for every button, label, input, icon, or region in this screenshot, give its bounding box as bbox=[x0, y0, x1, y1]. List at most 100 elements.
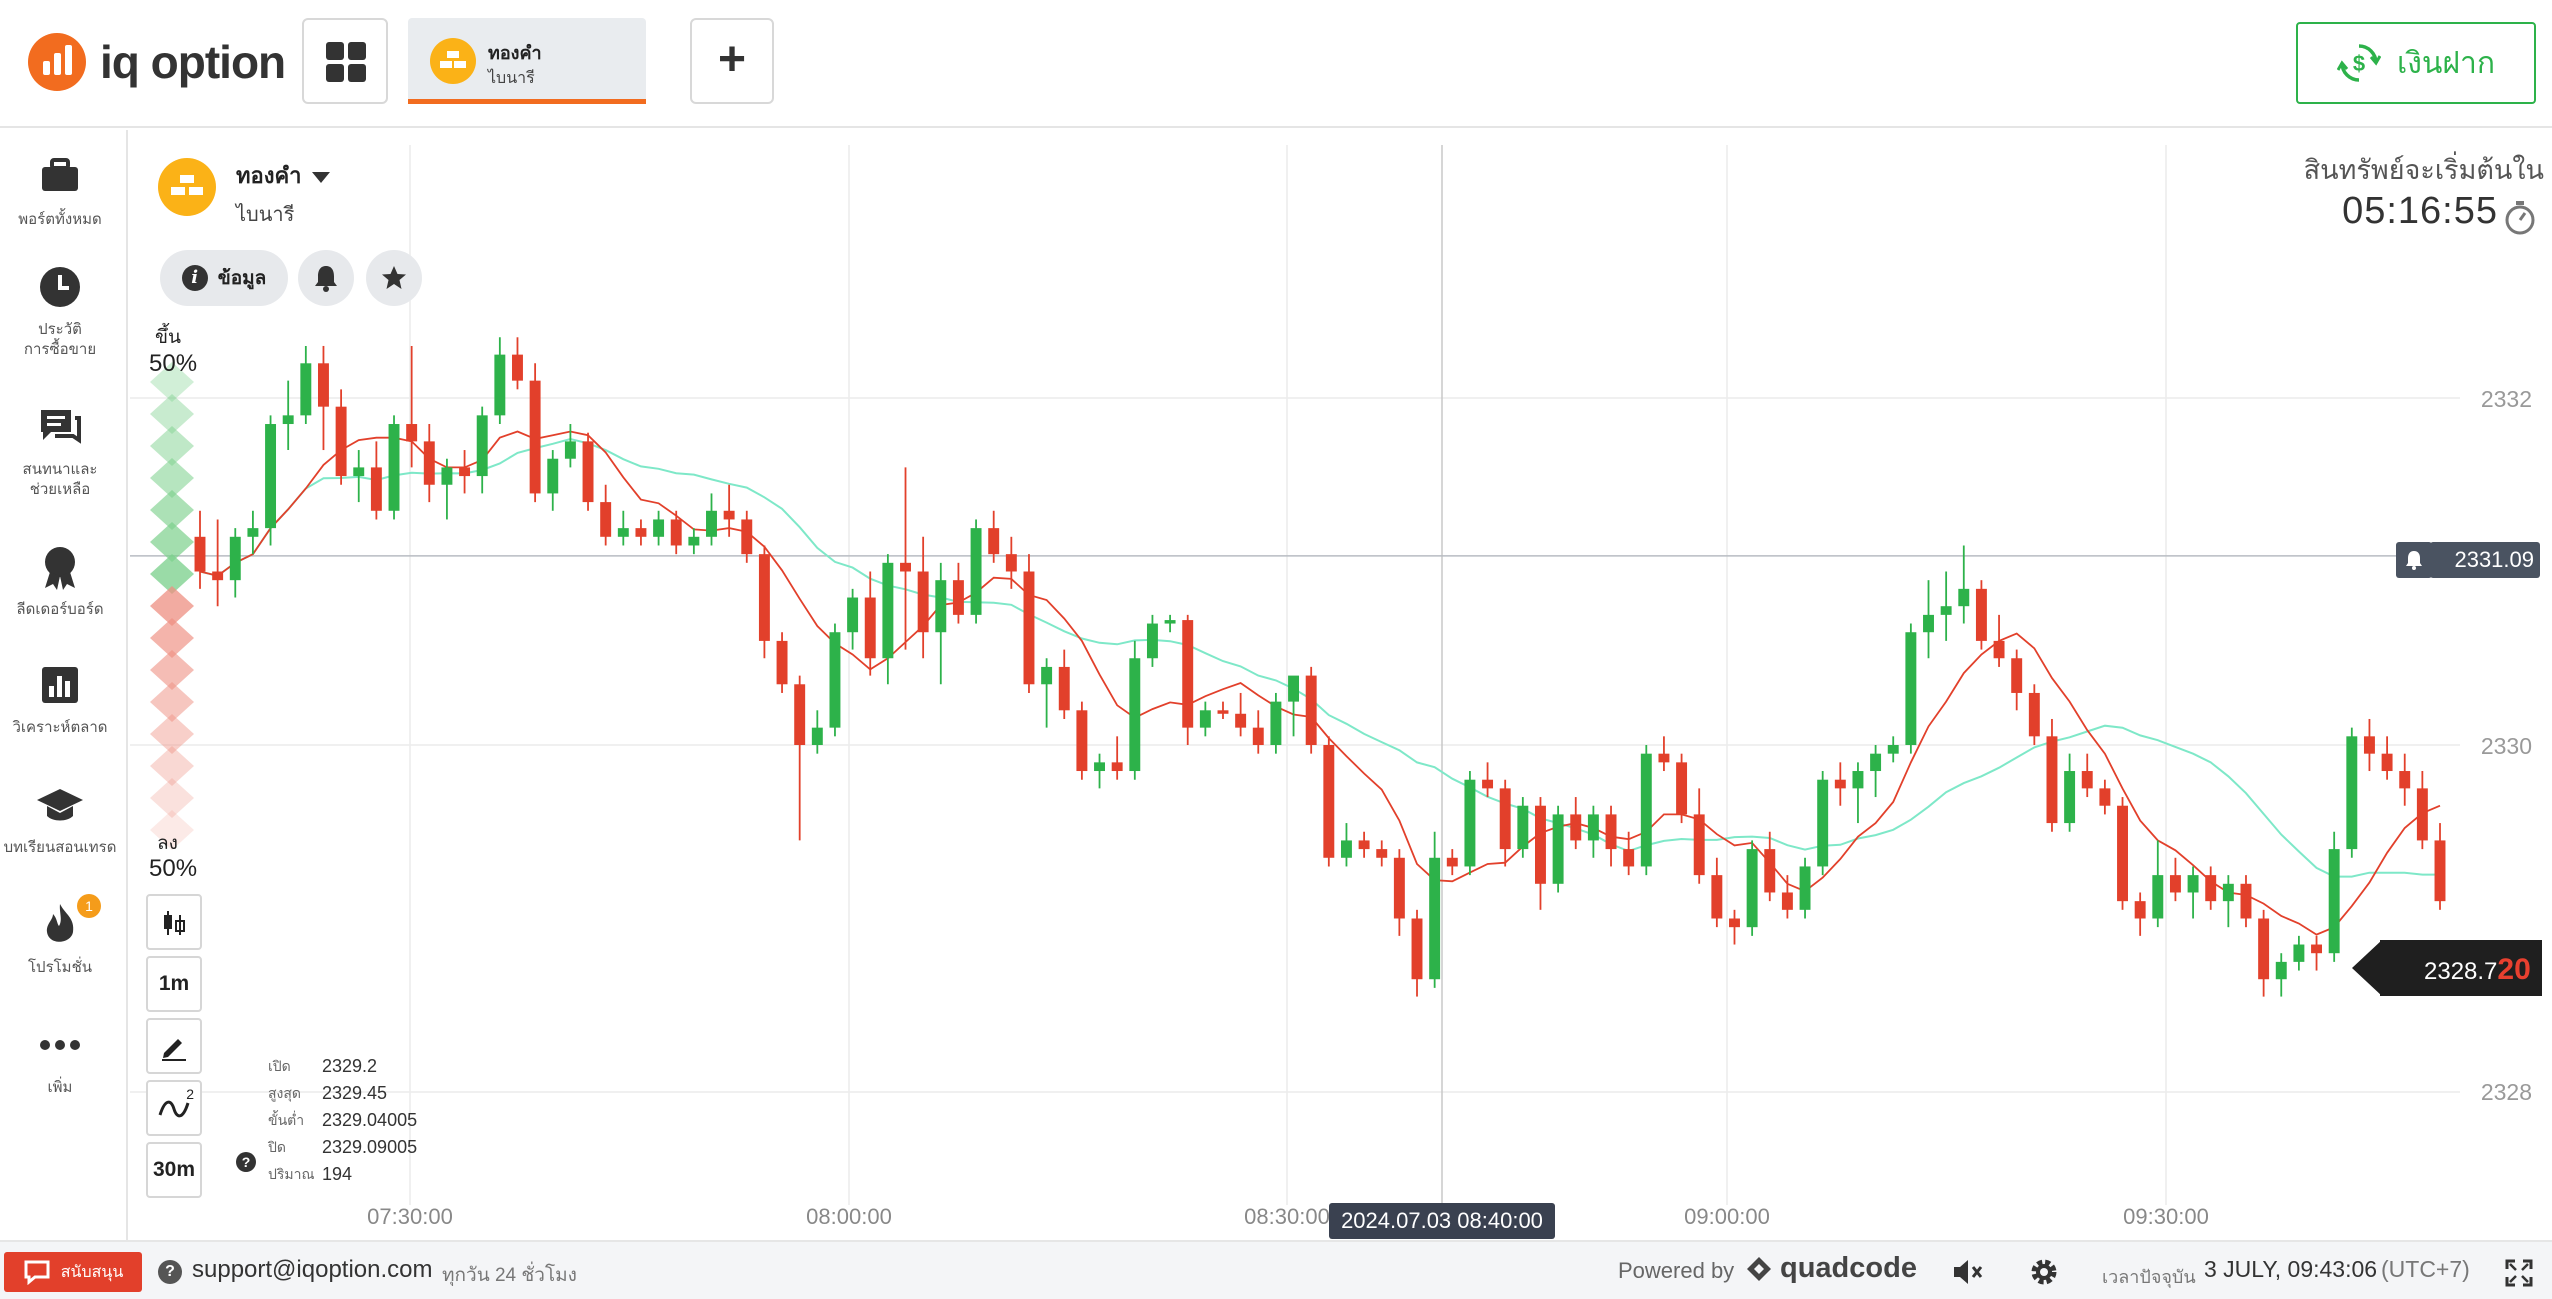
candle-body bbox=[582, 441, 594, 503]
candle-body bbox=[1288, 675, 1300, 702]
candle-body bbox=[2258, 918, 2270, 980]
candle-body bbox=[794, 684, 806, 745]
candle-body bbox=[370, 467, 382, 511]
asset-info-button[interactable]: i ข้อมูล bbox=[160, 250, 288, 306]
sentiment-down-diamond bbox=[150, 810, 194, 850]
sidebar-item-trade-history[interactable]: ประวัติ การซื้อขาย bbox=[0, 262, 120, 360]
support-button[interactable]: สนับสนุน bbox=[4, 1252, 142, 1292]
volume-label: ปริมาณ bbox=[268, 1166, 315, 1182]
sidebar-item-promotions[interactable]: 1 โปรโมชั่น bbox=[0, 894, 120, 978]
candle-body bbox=[476, 415, 488, 477]
sidebar-item-leaderboard[interactable]: ลีดเดอร์บอร์ด bbox=[0, 542, 120, 620]
deposit-button[interactable]: $ เงินฝาก bbox=[2296, 22, 2536, 104]
candle-body bbox=[1887, 745, 1899, 754]
assets-grid-button[interactable] bbox=[302, 18, 388, 104]
candle-body bbox=[1146, 623, 1158, 659]
info-label: ข้อมูล bbox=[217, 268, 267, 289]
bell-icon bbox=[2406, 551, 2422, 570]
candle-body bbox=[1817, 779, 1829, 867]
alert-line-price[interactable]: 2331.09 bbox=[2430, 542, 2540, 578]
candle-body bbox=[1340, 840, 1352, 858]
question-icon[interactable]: ? bbox=[236, 1152, 256, 1172]
candle-body bbox=[2081, 771, 2093, 789]
sidebar-item-portfolio[interactable]: พอร์ตทั้งหมด bbox=[0, 152, 120, 230]
asset-name[interactable]: ทองคำ bbox=[236, 158, 330, 193]
sound-muted-icon[interactable] bbox=[1950, 1256, 1984, 1288]
moving-average-slow bbox=[199, 437, 2440, 878]
gold-bars-icon bbox=[158, 158, 216, 216]
gear-icon[interactable] bbox=[2028, 1256, 2060, 1288]
candle-body bbox=[600, 502, 612, 537]
open-label: เปิด bbox=[268, 1058, 291, 1074]
sidebar-item-market-analysis[interactable]: วิเคราะห์ตลาด bbox=[0, 660, 120, 738]
price-alert-button[interactable] bbox=[298, 250, 354, 306]
drawing-tools-button[interactable] bbox=[146, 1018, 202, 1074]
timezone-label[interactable]: (UTC+7) bbox=[2381, 1256, 2470, 1282]
candle-body bbox=[459, 467, 471, 477]
sidebar-item-label: บทเรียนสอนเทรด bbox=[3, 839, 117, 856]
candle-body bbox=[1658, 753, 1670, 763]
candle-body bbox=[335, 406, 347, 477]
time-axis-label: 08:00:00 bbox=[806, 1204, 892, 1229]
candle-body bbox=[1164, 620, 1176, 624]
sentiment-up-percent: 50% bbox=[149, 350, 198, 377]
quadcode-logo[interactable]: quadcode bbox=[1744, 1252, 1917, 1285]
candle-body bbox=[811, 727, 823, 745]
candle-body bbox=[1799, 866, 1811, 910]
help-icon[interactable]: ? bbox=[158, 1260, 182, 1284]
add-asset-button[interactable]: + bbox=[690, 18, 774, 104]
price-axis-label: 2330 bbox=[2480, 733, 2532, 759]
brand-logo[interactable]: iq option bbox=[28, 33, 286, 91]
chat-bubble-icon bbox=[24, 1260, 50, 1285]
asset-type: ไบนารี bbox=[236, 204, 295, 226]
sentiment-up-diamond bbox=[150, 522, 194, 562]
candle-body bbox=[1305, 675, 1317, 745]
sentiment-up-diamond bbox=[150, 394, 194, 434]
sidebar-item-label: เพิ่ม bbox=[47, 1079, 73, 1096]
candle-body bbox=[2434, 840, 2446, 902]
candle-body bbox=[1870, 753, 1882, 772]
chart-type-button[interactable] bbox=[146, 894, 202, 950]
support-email-link[interactable]: support@iqoption.com bbox=[192, 1256, 433, 1283]
sentiment-down-diamond bbox=[150, 778, 194, 818]
candle-body bbox=[494, 354, 506, 416]
sentiment-up-diamond bbox=[150, 490, 194, 530]
candle-body bbox=[970, 528, 982, 615]
candle-body bbox=[617, 528, 629, 537]
candle-body bbox=[1252, 727, 1264, 745]
sidebar-item-trading-lessons[interactable]: บทเรียนสอนเทรด bbox=[0, 780, 120, 858]
candle-body bbox=[2064, 771, 2076, 824]
candle-body bbox=[2169, 875, 2181, 893]
sidebar-item-more[interactable]: เพิ่ม bbox=[0, 1020, 120, 1098]
brand-name: iq option bbox=[100, 36, 286, 88]
asset-tab-type: ไบนารี bbox=[488, 70, 535, 87]
moving-averages bbox=[199, 430, 2441, 936]
price-chart[interactable] bbox=[130, 130, 2552, 1240]
sidebar-item-chat-support[interactable]: สนทนาและ ช่วยเหลือ bbox=[0, 402, 120, 500]
candle-body bbox=[564, 441, 576, 459]
timeframe-button[interactable]: 1m bbox=[146, 956, 202, 1012]
chart-area[interactable] bbox=[130, 130, 2552, 1240]
candle-body bbox=[882, 562, 894, 659]
more-dots-icon bbox=[35, 1020, 85, 1070]
asset-tab-name: ทองคำ bbox=[488, 43, 542, 63]
chart-period-button[interactable]: 30m bbox=[146, 1142, 202, 1198]
candle-body bbox=[1005, 554, 1017, 572]
candle-body bbox=[1623, 849, 1635, 867]
graduation-cap-icon bbox=[35, 780, 85, 830]
alert-line-bell[interactable] bbox=[2396, 542, 2432, 578]
sidebar-item-label: วิเคราะห์ตลาด bbox=[12, 719, 108, 736]
analytics-icon bbox=[35, 660, 85, 710]
candle-body bbox=[706, 510, 717, 537]
favorite-button[interactable] bbox=[366, 250, 422, 306]
candle-body bbox=[2346, 736, 2358, 850]
candle-body bbox=[1693, 814, 1705, 876]
asset-tab-gold[interactable]: ทองคำ ไบนารี bbox=[408, 18, 646, 104]
candle-body bbox=[1570, 814, 1582, 841]
indicators-count: 2 bbox=[186, 1086, 194, 1102]
candle-body bbox=[758, 554, 770, 641]
fullscreen-icon[interactable] bbox=[2504, 1258, 2534, 1288]
candle-body bbox=[864, 597, 876, 659]
candle-body bbox=[1076, 710, 1088, 772]
indicators-button[interactable]: 2 bbox=[146, 1080, 202, 1136]
